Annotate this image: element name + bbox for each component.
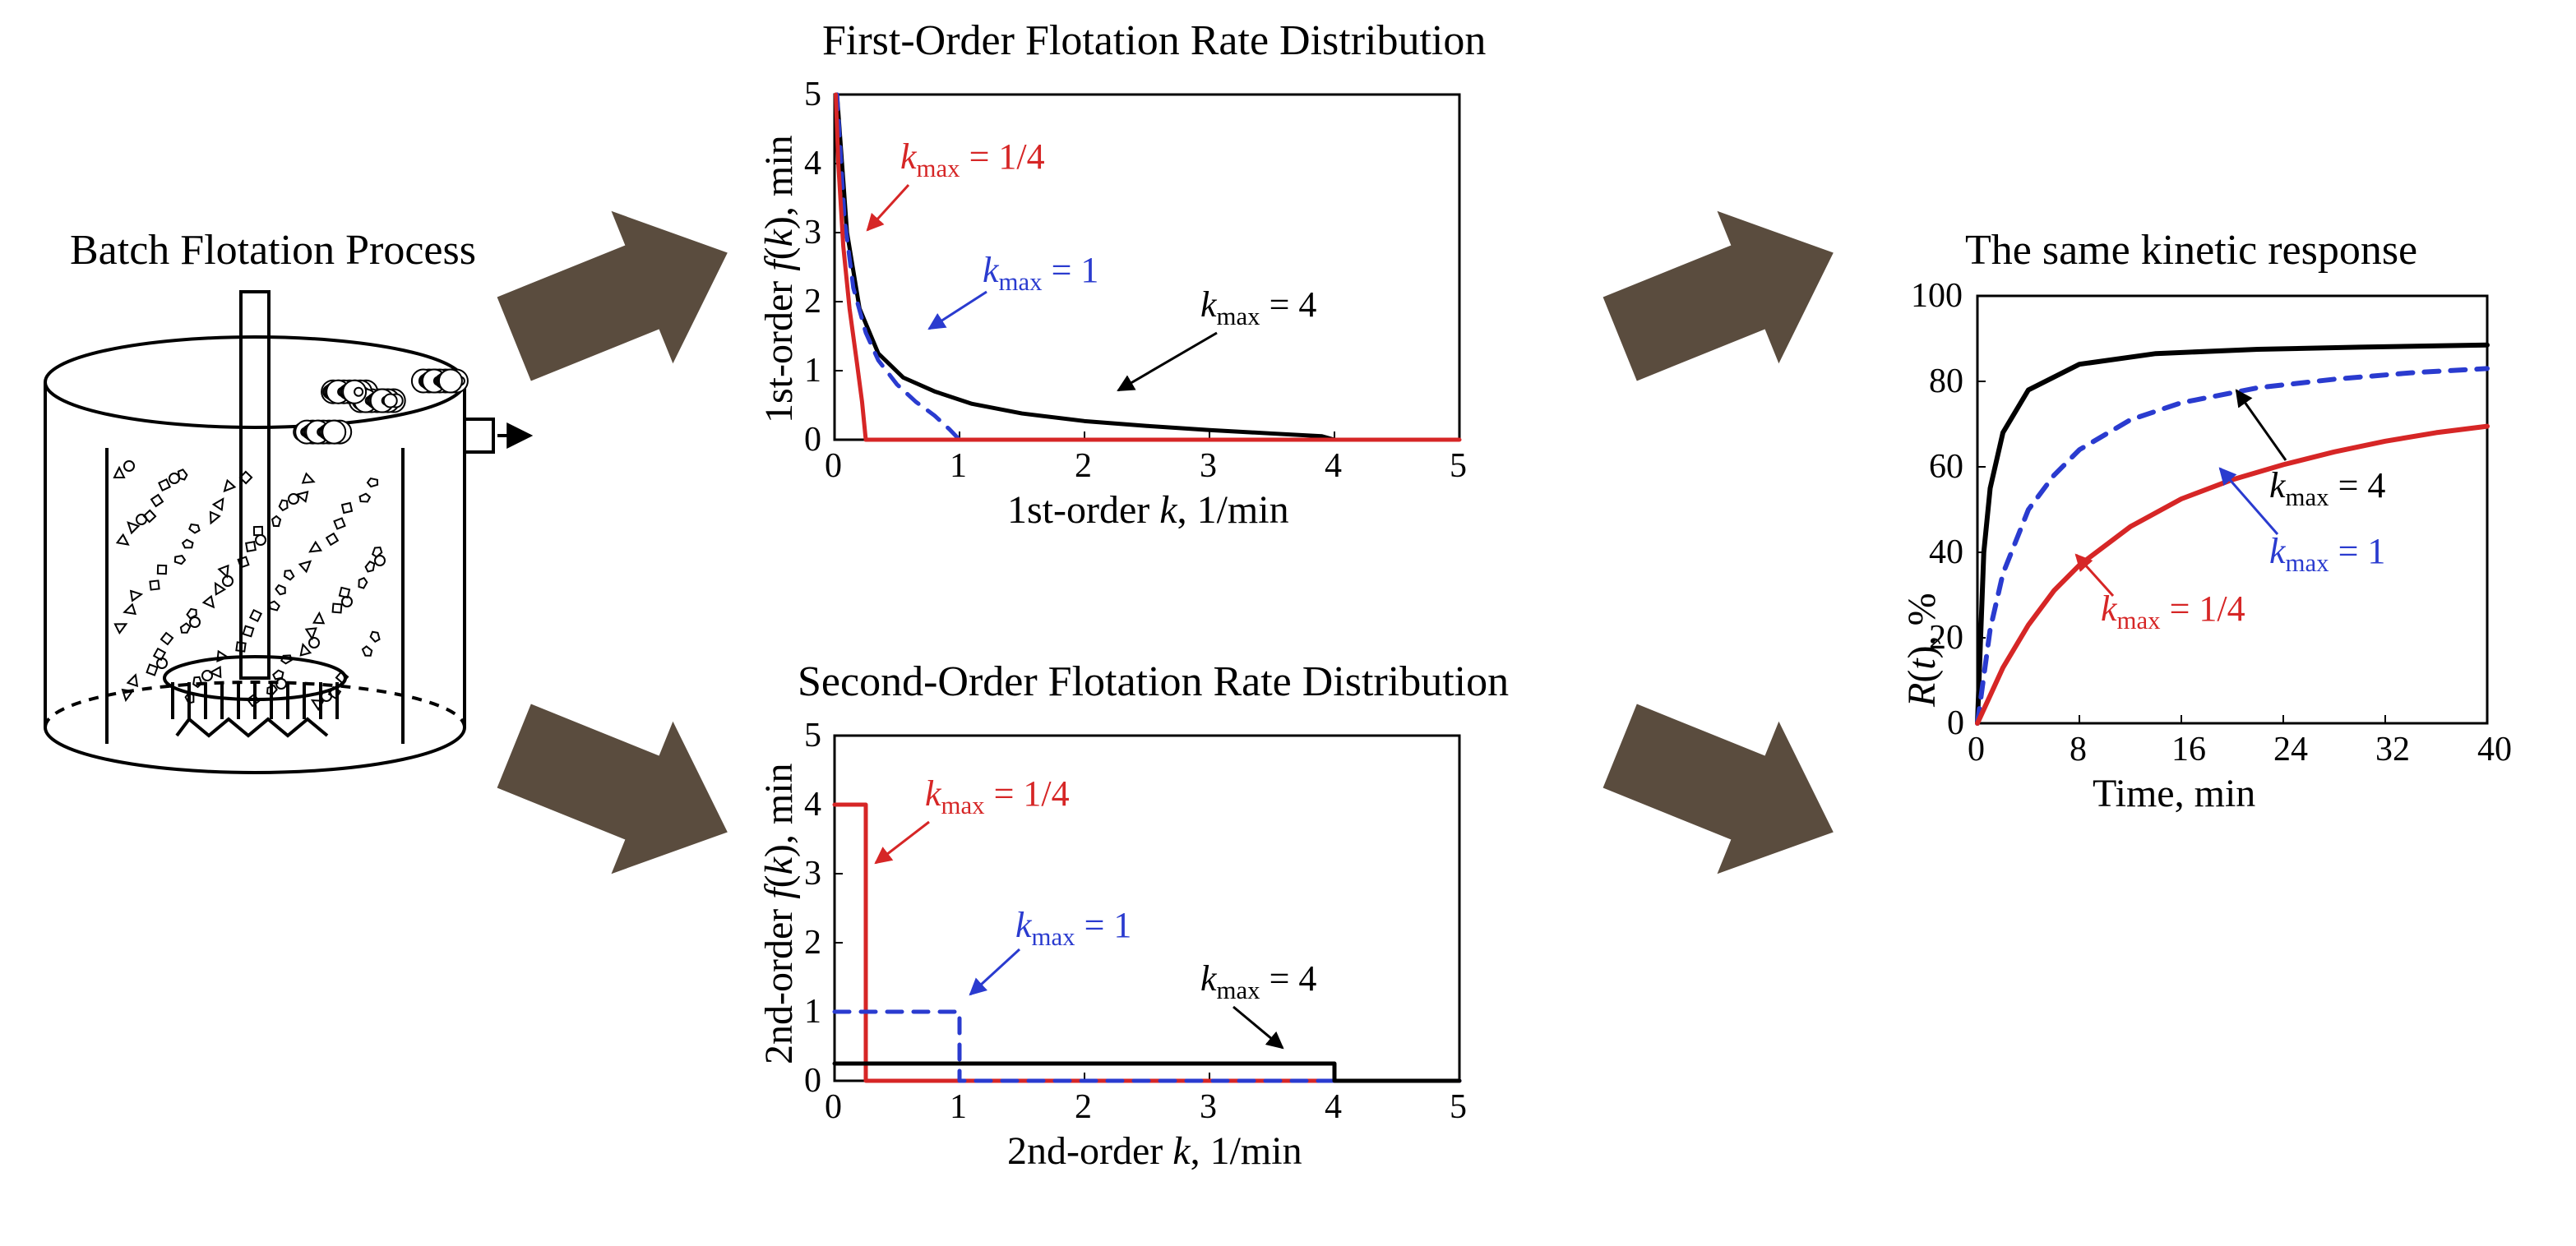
tick-x: 24	[2273, 730, 2308, 769]
tick-y: 3	[804, 854, 821, 893]
annotation-pointers	[0, 0, 2576, 1246]
tick-y: 0	[804, 420, 821, 459]
tick-y: 0	[804, 1061, 821, 1101]
tick-y: 5	[804, 716, 821, 755]
tick-x: 0	[825, 446, 842, 486]
tick-x: 1	[950, 1087, 967, 1127]
tick-x: 8	[2070, 730, 2087, 769]
tick-y: 1	[804, 992, 821, 1031]
tick-y: 4	[804, 144, 821, 183]
tick-y: 1	[804, 351, 821, 390]
tick-x: 3	[1200, 1087, 1217, 1127]
tick-x: 3	[1200, 446, 1217, 486]
tick-x: 5	[1450, 1087, 1467, 1127]
tick-x: 0	[825, 1087, 842, 1127]
tick-x: 0	[1968, 730, 1985, 769]
tick-y: 4	[804, 785, 821, 824]
tick-x: 4	[1325, 446, 1342, 486]
tick-y: 80	[1929, 362, 1963, 401]
tick-x: 1	[950, 446, 967, 486]
tick-y: 2	[804, 282, 821, 321]
tick-x: 5	[1450, 446, 1467, 486]
tick-y: 20	[1929, 618, 1963, 658]
tick-x: 2	[1075, 446, 1092, 486]
tick-y: 5	[804, 75, 821, 114]
tick-x: 16	[2171, 730, 2206, 769]
figure-stage: Batch Flotation Process First-Order Flot…	[0, 0, 2576, 1246]
tick-x: 40	[2477, 730, 2512, 769]
tick-x: 32	[2375, 730, 2410, 769]
tick-y: 60	[1929, 447, 1963, 487]
tick-y: 3	[804, 213, 821, 252]
tick-y: 0	[1947, 704, 1964, 743]
tick-y: 100	[1911, 276, 1963, 316]
tick-y: 2	[804, 923, 821, 962]
tick-x: 2	[1075, 1087, 1092, 1127]
tick-x: 4	[1325, 1087, 1342, 1127]
tick-y: 40	[1929, 533, 1963, 572]
